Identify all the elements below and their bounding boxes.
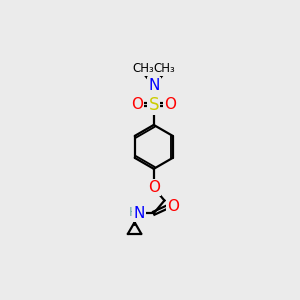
Text: O: O: [131, 97, 143, 112]
Text: O: O: [167, 199, 179, 214]
Text: H: H: [129, 206, 139, 219]
Text: O: O: [164, 97, 176, 112]
Text: CH₃: CH₃: [154, 62, 175, 75]
Text: N: N: [148, 78, 159, 93]
Text: N: N: [134, 206, 145, 221]
Text: S: S: [148, 96, 159, 114]
Text: CH₃: CH₃: [132, 62, 154, 75]
Text: O: O: [148, 180, 160, 195]
